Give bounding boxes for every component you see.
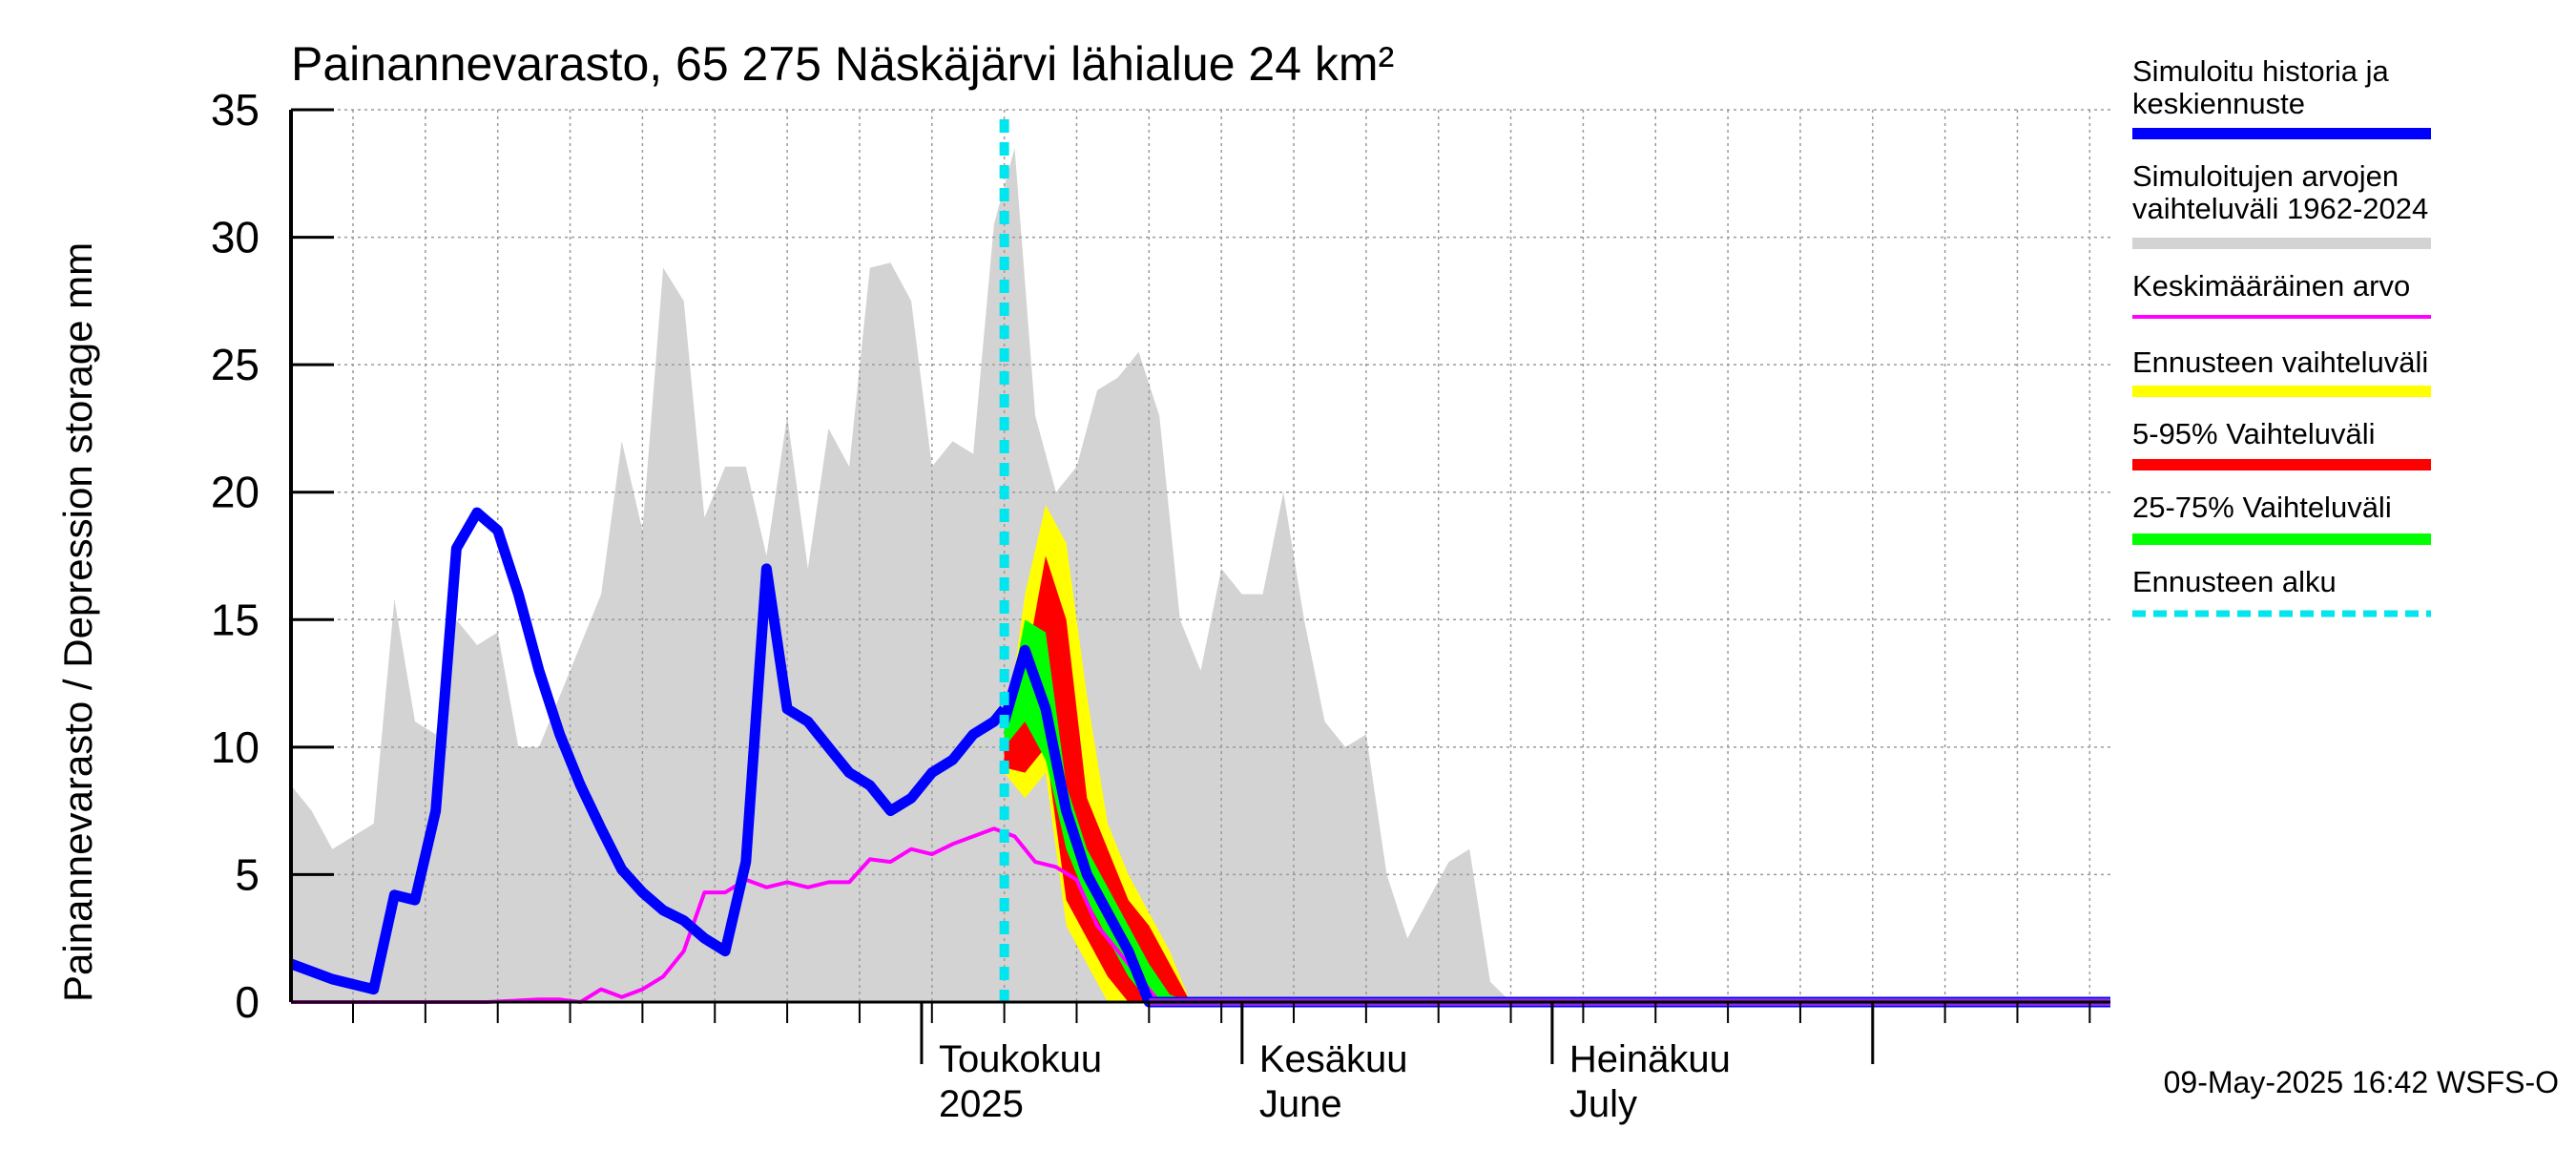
legend-item: Ennusteen vaihteluväli	[2132, 345, 2431, 397]
y-tick-label: 15	[211, 595, 260, 644]
month-label-secondary: 2025	[939, 1083, 1024, 1125]
legend: Simuloitu historia jakeskiennusteSimuloi…	[2132, 54, 2431, 617]
y-tick-label: 35	[211, 85, 260, 135]
legend-item: 25-75% Vaihteluväli	[2132, 491, 2431, 545]
legend-item: Ennusteen alku	[2132, 565, 2431, 617]
y-tick-label: 0	[235, 977, 260, 1027]
y-tick-label: 10	[211, 722, 260, 772]
legend-item: Keskimääräinen arvo	[2132, 269, 2431, 319]
p5-95-range-band	[1004, 555, 1212, 1002]
legend-label: 25-75% Vaihteluväli	[2132, 491, 2392, 524]
chart-title: Painannevarasto, 65 275 Näskäjärvi lähia…	[291, 37, 1394, 91]
y-tick-label: 30	[211, 213, 260, 262]
y-tick-label: 5	[235, 849, 260, 899]
y-tick-label: 25	[211, 340, 260, 389]
legend-label: Keskimääräinen arvo	[2132, 269, 2410, 303]
legend-label: Simuloitu historia ja	[2132, 54, 2390, 88]
month-label-secondary: June	[1259, 1083, 1342, 1125]
y-axis-label: Painannevarasto / Depression storage mm	[55, 242, 100, 1002]
legend-label: Simuloitujen arvojen	[2132, 159, 2399, 193]
footer-timestamp: 09-May-2025 16:42 WSFS-O	[2164, 1065, 2559, 1099]
month-label-secondary: July	[1569, 1083, 1637, 1125]
y-tick-label: 20	[211, 468, 260, 517]
month-label: Heinäkuu	[1569, 1038, 1731, 1080]
axes-layer: 05101520253035Toukokuu2025KesäkuuJuneHei…	[211, 85, 2110, 1125]
month-label: Toukokuu	[939, 1038, 1102, 1080]
legend-label: Ennusteen vaihteluväli	[2132, 345, 2428, 379]
legend-label: Ennusteen alku	[2132, 565, 2337, 598]
legend-label-line2: keskiennuste	[2132, 87, 2305, 120]
legend-item: 5-95% Vaihteluväli	[2132, 417, 2431, 470]
legend-label: 5-95% Vaihteluväli	[2132, 417, 2375, 450]
mean-value-line	[291, 826, 2110, 1004]
legend-label-line2: vaihteluväli 1962-2024	[2132, 192, 2428, 225]
month-label: Kesäkuu	[1259, 1038, 1408, 1080]
simulated-history-line	[289, 507, 1008, 995]
